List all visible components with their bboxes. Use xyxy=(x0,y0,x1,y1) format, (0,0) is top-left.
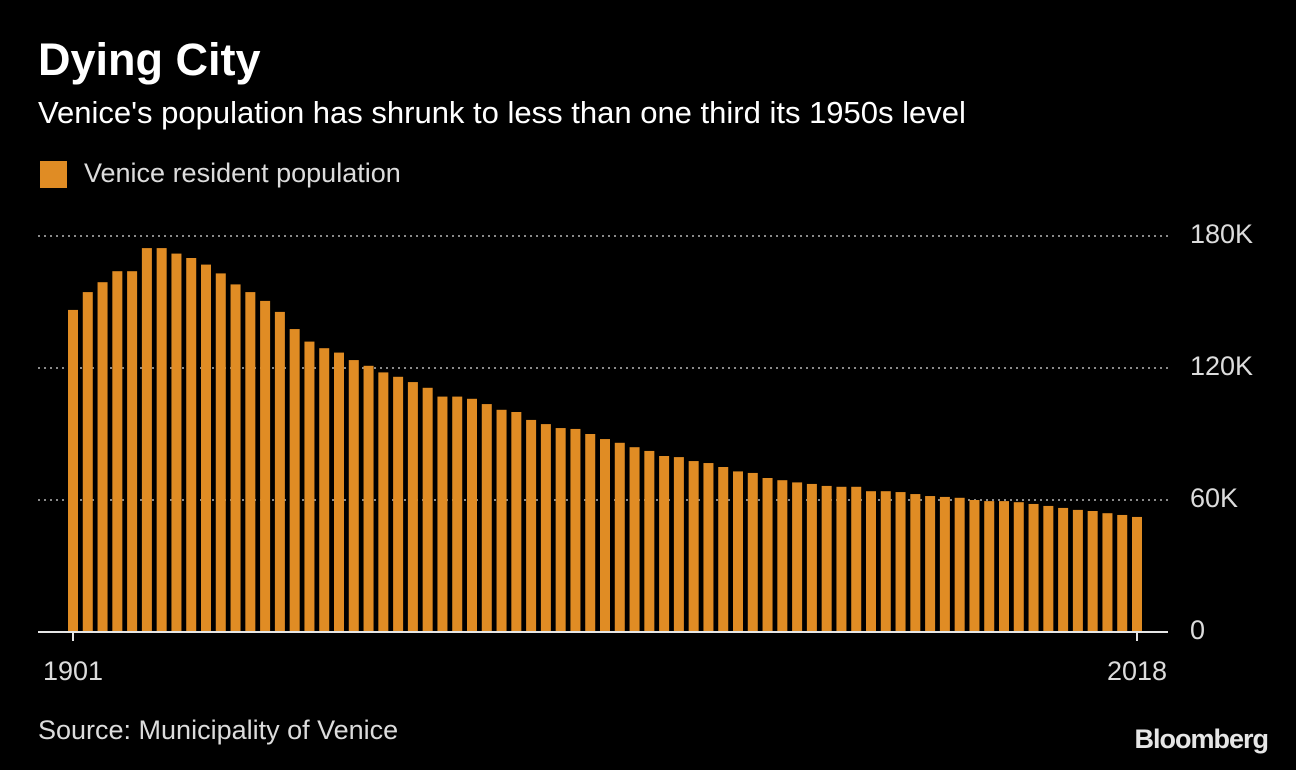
bar xyxy=(895,492,906,632)
bar xyxy=(393,376,404,632)
bar xyxy=(910,494,921,632)
bar xyxy=(68,309,78,632)
bar xyxy=(688,461,699,632)
bar xyxy=(511,412,522,632)
bar xyxy=(673,457,684,632)
bar xyxy=(304,341,315,632)
bar xyxy=(156,248,167,632)
x-tick-label: 2018 xyxy=(1107,656,1167,686)
bar xyxy=(127,271,138,632)
bar xyxy=(201,264,211,632)
bar xyxy=(718,467,729,632)
bar xyxy=(526,419,537,632)
bar xyxy=(644,450,655,632)
bar xyxy=(570,428,581,632)
chart-subtitle: Venice's population has shrunk to less t… xyxy=(38,95,966,130)
bar xyxy=(378,372,389,632)
bar xyxy=(792,482,803,632)
bar xyxy=(659,456,670,632)
bar xyxy=(703,463,714,632)
legend-label: Venice resident population xyxy=(84,158,401,188)
bar xyxy=(112,271,123,632)
legend-swatch xyxy=(40,161,67,188)
bar xyxy=(806,483,817,632)
bar xyxy=(954,497,965,632)
bar xyxy=(925,496,936,632)
bar xyxy=(407,382,418,632)
bar xyxy=(880,491,891,632)
bar xyxy=(821,485,832,632)
bar xyxy=(422,387,433,632)
bar xyxy=(555,428,566,632)
bar xyxy=(866,491,876,632)
bar xyxy=(600,439,610,632)
bar xyxy=(1028,503,1039,632)
source: Source: Municipality of Venice xyxy=(38,715,398,745)
bar xyxy=(215,273,226,632)
bar xyxy=(141,248,152,632)
bar xyxy=(363,365,374,632)
bar xyxy=(733,471,743,632)
bar xyxy=(260,300,271,632)
bar xyxy=(1058,507,1069,632)
bar xyxy=(836,486,847,632)
bar xyxy=(1043,505,1054,632)
bar xyxy=(289,329,300,632)
bar xyxy=(245,292,256,632)
bar xyxy=(1072,509,1083,632)
bar xyxy=(274,311,285,632)
bar xyxy=(614,442,625,632)
bar xyxy=(496,409,507,632)
y-tick-label: 0 xyxy=(1190,615,1205,645)
x-tick-label: 1901 xyxy=(43,656,103,686)
bar xyxy=(777,480,788,632)
bar xyxy=(1013,502,1024,632)
bar xyxy=(999,501,1009,632)
bar xyxy=(851,486,862,632)
bar xyxy=(467,398,477,632)
chart-title: Dying City xyxy=(38,34,261,85)
bar xyxy=(452,396,463,632)
bar xyxy=(82,292,93,632)
bar xyxy=(437,396,448,632)
bar xyxy=(1102,513,1113,632)
bar xyxy=(1117,514,1128,632)
bar xyxy=(171,253,182,632)
bar xyxy=(1087,511,1098,632)
bar xyxy=(939,496,950,632)
bar xyxy=(334,352,344,632)
bar xyxy=(585,434,596,632)
y-tick-label: 120K xyxy=(1190,351,1253,381)
bar xyxy=(747,472,758,632)
bar xyxy=(762,478,773,632)
bar xyxy=(186,258,197,632)
bar xyxy=(629,447,640,632)
bar xyxy=(984,501,995,632)
y-tick-label: 60K xyxy=(1190,483,1238,513)
bar xyxy=(348,360,359,632)
bar xyxy=(230,284,241,632)
bar xyxy=(319,348,330,632)
logo: Bloomberg xyxy=(1134,724,1268,754)
bar xyxy=(481,404,492,632)
bar xyxy=(97,282,108,632)
bar xyxy=(540,424,551,632)
bar xyxy=(969,500,980,632)
y-tick-label: 180K xyxy=(1190,219,1253,249)
bar xyxy=(1132,516,1142,632)
